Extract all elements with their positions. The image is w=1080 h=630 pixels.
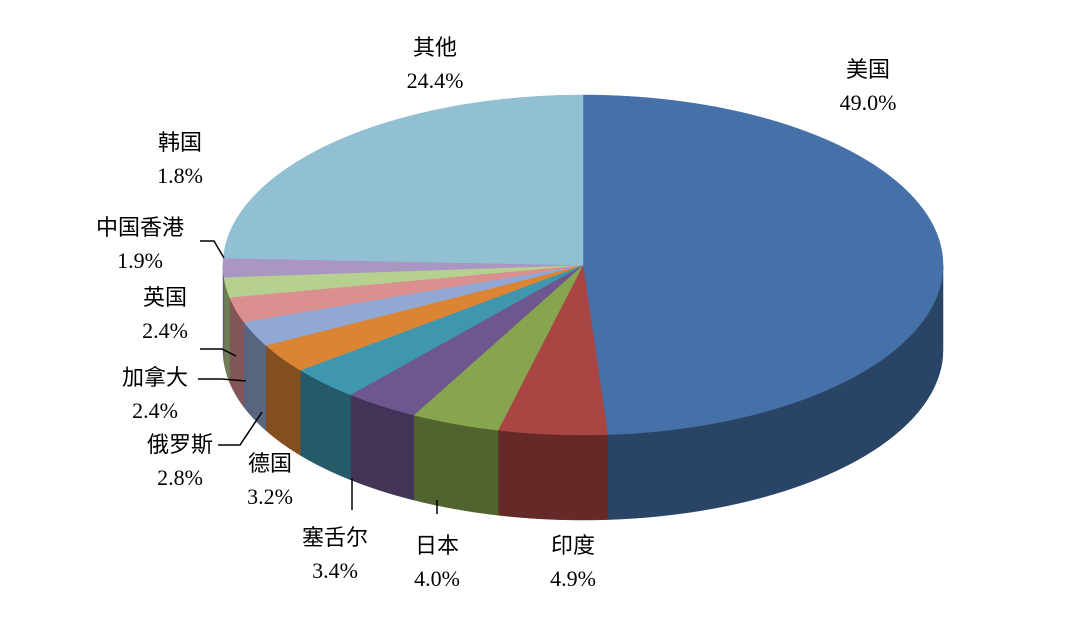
- slice: [265, 264, 584, 371]
- slice: [349, 264, 584, 416]
- value-label: 3.2%: [247, 484, 293, 509]
- value-label: 1.8%: [157, 163, 203, 188]
- slice-side: [497, 429, 609, 521]
- category-label: 英国: [143, 285, 187, 310]
- leader-line: [218, 411, 263, 446]
- leader-line: [198, 378, 247, 382]
- slice: [582, 94, 944, 435]
- category-label: 塞舌尔: [302, 525, 368, 550]
- value-label: 24.4%: [407, 68, 464, 93]
- category-label: 加拿大: [122, 365, 188, 390]
- value-label: 2.4%: [132, 398, 178, 423]
- category-label: 德国: [248, 451, 292, 476]
- slice: [299, 264, 584, 396]
- value-label: 3.4%: [312, 558, 358, 583]
- category-label: 韩国: [158, 130, 202, 155]
- slice-side: [413, 414, 499, 516]
- category-label: 俄罗斯: [147, 432, 213, 457]
- slice: [223, 264, 584, 298]
- slice: [243, 264, 584, 346]
- slice: [222, 257, 584, 278]
- value-label: 1.9%: [117, 248, 163, 273]
- slice: [229, 264, 584, 323]
- value-label: 4.0%: [414, 566, 460, 591]
- category-label: 中国香港: [96, 215, 184, 240]
- value-label: 2.4%: [142, 318, 188, 343]
- category-label: 日本: [415, 533, 459, 558]
- value-label: 4.9%: [550, 566, 596, 591]
- category-label: 其他: [413, 35, 457, 60]
- value-label: 49.0%: [840, 90, 897, 115]
- value-label: 2.8%: [157, 465, 203, 490]
- leader-line: [200, 348, 237, 357]
- slice-side: [222, 264, 225, 363]
- slice: [497, 264, 609, 436]
- category-label: 印度: [551, 533, 595, 558]
- category-label: 美国: [846, 57, 890, 82]
- slice: [223, 94, 584, 266]
- slice: [413, 264, 584, 431]
- leader-line: [200, 240, 225, 259]
